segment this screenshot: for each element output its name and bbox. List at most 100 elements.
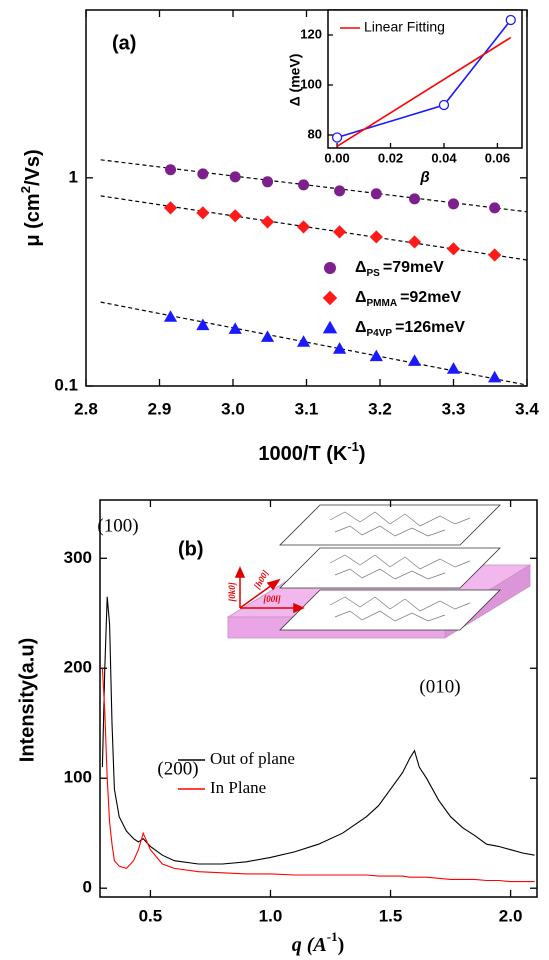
- y-axis-label: Intensity(a.u): [16, 638, 38, 762]
- peak-label: (200): [157, 758, 198, 779]
- legend-marker: [322, 320, 338, 334]
- marker: [197, 168, 209, 180]
- marker: [296, 335, 311, 347]
- layer: [279, 547, 501, 589]
- marker: [163, 201, 178, 215]
- marker: [229, 171, 241, 183]
- label-part: 1000/T (K: [258, 443, 347, 465]
- x-tick-label: 3.0: [221, 399, 245, 418]
- fit-line: [100, 159, 528, 213]
- y-tick-label: 80: [308, 126, 322, 141]
- plot-frame: [99, 499, 538, 898]
- series-line: [336, 36, 512, 147]
- peak-label: (100): [97, 515, 138, 536]
- marker: [446, 242, 461, 256]
- legend-value: =92meV: [400, 289, 461, 306]
- marker: [196, 318, 210, 331]
- molecule: [329, 596, 471, 612]
- marker: [446, 362, 461, 374]
- y-tick-label: 100: [300, 76, 322, 91]
- marker: [407, 354, 422, 366]
- marker: [296, 220, 311, 234]
- direction-label: [00l]: [263, 594, 281, 604]
- legend-value: =126meV: [395, 319, 465, 336]
- x-tick-label: 0.00: [324, 150, 349, 165]
- legend-label: ΔPS =79meV: [355, 259, 444, 278]
- marker: [370, 188, 382, 200]
- y-tick-label: 120: [300, 26, 322, 41]
- legend-label: ΔP4VP =126meV: [355, 319, 465, 338]
- x-tick-label: 0.02: [378, 150, 403, 165]
- marker: [438, 99, 450, 111]
- y-tick-label: 0: [83, 878, 92, 897]
- legend-subscript: PS: [367, 268, 381, 279]
- legend-marker: [324, 262, 336, 274]
- marker: [260, 215, 275, 229]
- x-tick-label: 3.2: [368, 399, 392, 418]
- arrow-head: [266, 578, 281, 591]
- layer: [279, 589, 501, 631]
- panel-label: (b): [178, 538, 204, 560]
- marker: [262, 176, 274, 188]
- molecule: [334, 610, 446, 622]
- label-part: /Vs): [22, 149, 44, 186]
- x-tick-label: 1.5: [379, 906, 403, 925]
- legend-symbol: Δ: [355, 289, 367, 306]
- marker: [298, 179, 310, 191]
- label-part: 2: [18, 186, 33, 193]
- fit-line: [100, 301, 528, 386]
- peak-label: (010): [419, 676, 460, 697]
- x-tick-label: 0.06: [485, 150, 510, 165]
- arrow-head: [293, 602, 305, 614]
- label-part: q (A: [292, 934, 327, 956]
- label-part: ): [338, 934, 345, 956]
- marker: [488, 248, 502, 262]
- plot-frame: [327, 9, 523, 149]
- marker: [260, 330, 275, 342]
- legend-subscript: PMMA: [367, 298, 398, 309]
- legend-symbol: Δ: [355, 259, 367, 276]
- molecule: [334, 525, 446, 537]
- marker: [331, 132, 343, 143]
- stacking-diagram: [226, 504, 532, 639]
- molecule: [329, 511, 471, 527]
- x-tick-label: 2.0: [499, 906, 523, 925]
- series-line: [101, 668, 535, 883]
- marker: [228, 209, 242, 223]
- x-axis-label: 1000/T (K-1): [258, 439, 365, 465]
- series-line: [101, 596, 535, 865]
- marker: [332, 225, 347, 239]
- marker: [488, 370, 502, 383]
- x-tick-label: 2.8: [74, 399, 98, 418]
- legend-label: ΔPMMA =92meV: [355, 289, 461, 308]
- x-tick-label: 3.3: [442, 399, 466, 418]
- marker: [489, 202, 501, 214]
- marker: [165, 164, 177, 176]
- molecule: [334, 568, 446, 580]
- y-axis-label: Δ (meV): [287, 54, 303, 107]
- legend-label: In Plane: [210, 778, 266, 797]
- marker: [448, 198, 459, 210]
- x-tick-label: 3.4: [515, 399, 539, 418]
- y-tick-label: 1: [69, 167, 78, 186]
- legend-subscript: P4VP: [367, 328, 393, 339]
- x-axis-label: β: [419, 169, 429, 186]
- legend-symbol: Δ: [355, 319, 367, 336]
- label-part: μ (cm: [22, 193, 44, 246]
- legend-marker: [322, 290, 338, 306]
- y-tick-label: 100: [64, 768, 92, 787]
- y-tick-label: 300: [64, 548, 92, 567]
- marker: [334, 185, 346, 197]
- marker: [332, 342, 347, 354]
- marker: [369, 230, 383, 244]
- x-tick-label: 0.04: [431, 150, 457, 165]
- fit-line: [100, 195, 528, 261]
- marker: [409, 193, 421, 205]
- legend-label: Out of plane: [210, 749, 295, 768]
- panel-label: (a): [112, 32, 136, 54]
- label-part: ): [359, 443, 366, 465]
- x-axis-label: q (A-1): [292, 929, 345, 955]
- label-part: -1: [347, 439, 359, 454]
- x-tick-label: 3.1: [295, 399, 319, 418]
- axis-arrow: [239, 584, 273, 609]
